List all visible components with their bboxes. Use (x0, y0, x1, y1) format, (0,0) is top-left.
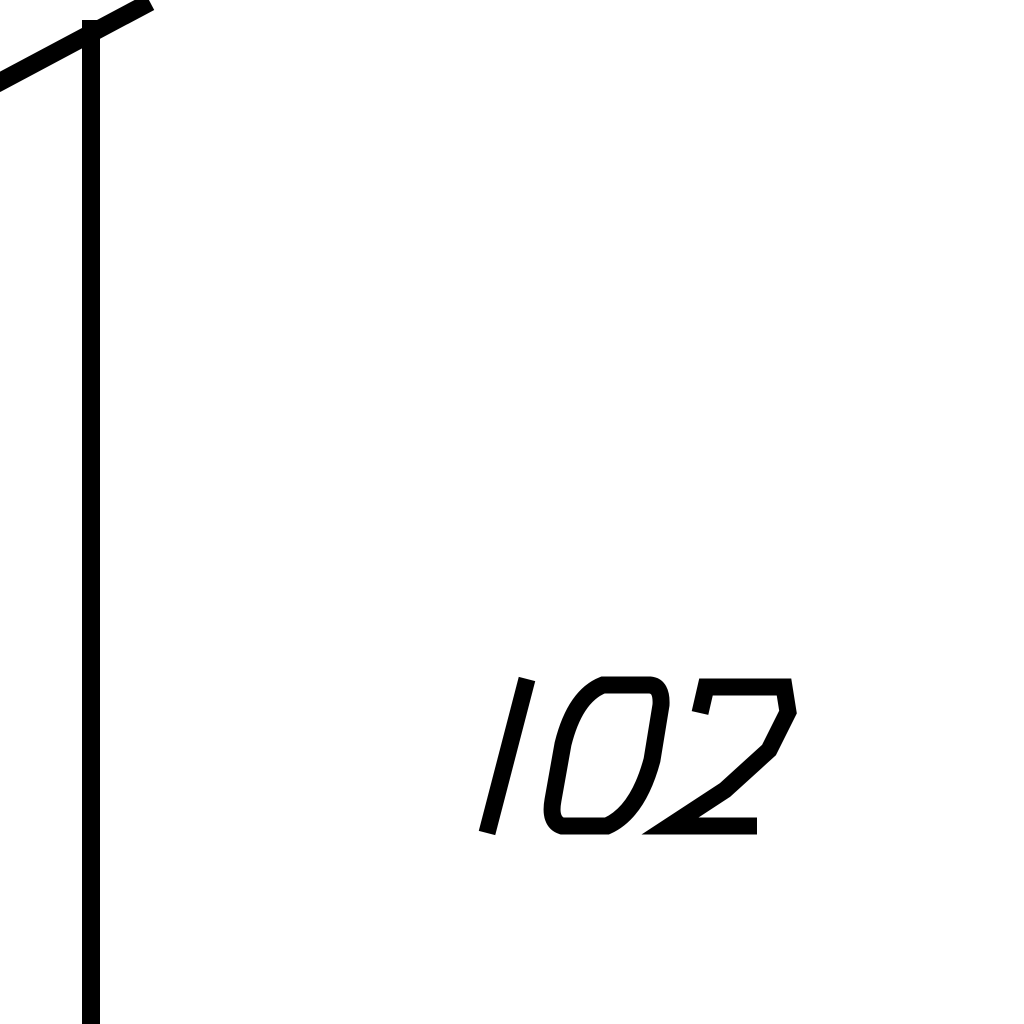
diagonal-tick-mark (0, 0, 155, 92)
reference-number-label: 102 (478, 676, 797, 836)
digit-two (641, 678, 797, 835)
digit-zero (543, 676, 670, 835)
digit-one (478, 676, 536, 836)
